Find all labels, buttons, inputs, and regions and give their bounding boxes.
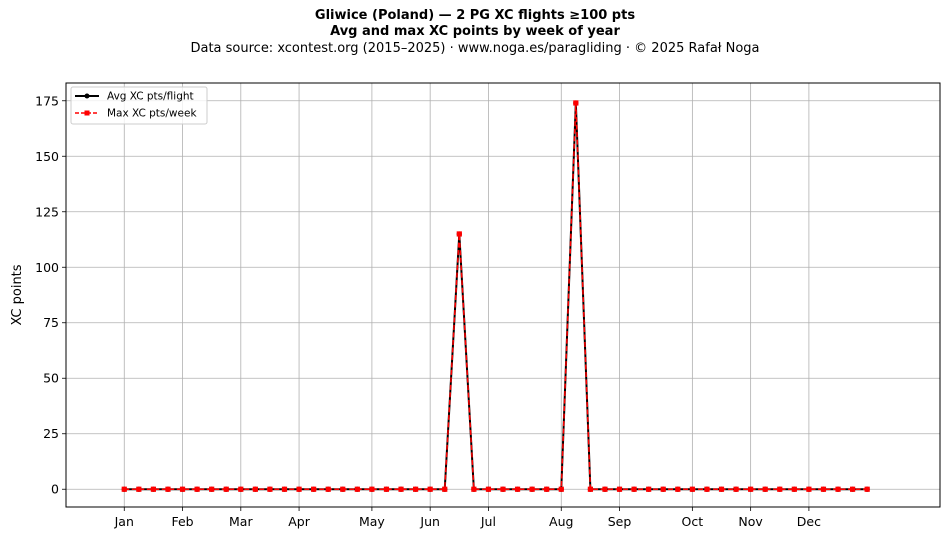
max-point: [340, 486, 346, 492]
x-tick-label: Mar: [229, 514, 253, 529]
chart-subtitle: Avg and max XC points by week of year: [330, 24, 620, 39]
max-point: [456, 231, 462, 237]
series-line-avg: [124, 101, 868, 491]
x-tick-label: Aug: [549, 514, 573, 529]
max-point: [121, 486, 127, 492]
max-point: [718, 486, 725, 492]
max-point: [762, 486, 768, 492]
y-tick-label: 25: [43, 426, 59, 441]
max-point: [616, 486, 623, 492]
plot-area-frame: [65, 82, 941, 508]
max-point: [675, 486, 681, 492]
data-series: [121, 100, 870, 492]
max-point: [529, 486, 535, 492]
x-tick-label: May: [359, 514, 385, 529]
max-point: [223, 486, 229, 492]
x-tick-label: Jun: [419, 514, 440, 529]
max-point: [631, 486, 637, 492]
max-point: [136, 486, 142, 492]
max-point: [398, 486, 404, 492]
y-tick-label: 125: [35, 204, 59, 219]
x-tick-label: Sep: [608, 514, 632, 529]
max-point: [544, 486, 550, 492]
legend-entry-max: Max XC pts/week: [75, 108, 197, 120]
data-source-note: Data source: xcontest.org (2015–2025) · …: [190, 41, 760, 56]
y-tick-label: 175: [35, 93, 59, 108]
series-line-max: [124, 102, 868, 490]
chart-title: Gliwice (Poland) — 2 PG XC flights ≥100 …: [314, 8, 636, 23]
legend-label-max: Max XC pts/week: [107, 108, 197, 120]
x-tick-label: Jul: [480, 514, 496, 529]
max-point: [587, 486, 593, 492]
max-point: [311, 486, 317, 492]
y-tick-label: 75: [43, 315, 59, 330]
max-point: [704, 486, 710, 492]
max-point: [864, 486, 870, 492]
max-point: [835, 486, 841, 492]
max-point: [281, 486, 288, 492]
max-point: [733, 486, 739, 492]
max-point: [442, 486, 448, 492]
legend-label-avg: Avg XC pts/flight: [107, 91, 194, 103]
max-point: [602, 486, 608, 492]
legend-entry-avg: Avg XC pts/flight: [75, 91, 194, 103]
x-tick-label: Feb: [171, 514, 193, 529]
max-point: [179, 486, 186, 492]
chart-titles: Gliwice (Poland) — 2 PG XC flights ≥100 …: [0, 8, 950, 58]
max-point: [267, 486, 273, 492]
max-point: [296, 486, 302, 492]
max-point: [748, 486, 754, 492]
max-point: [689, 486, 695, 492]
max-point: [427, 486, 433, 492]
max-point: [471, 486, 477, 492]
legend: Avg XC pts/flight Max XC pts/week: [70, 86, 208, 125]
max-point: [485, 486, 492, 492]
max-point: [238, 486, 244, 492]
x-tick-label: Dec: [797, 514, 821, 529]
x-tick-label: Apr: [288, 514, 310, 529]
max-point: [558, 486, 564, 492]
y-tick-label: 100: [35, 260, 59, 275]
x-tick-label: Nov: [738, 514, 763, 529]
max-point: [820, 486, 827, 492]
y-tick-label: 50: [43, 371, 59, 386]
max-point: [500, 486, 506, 492]
max-point: [354, 486, 360, 492]
legend-marker-avg: [84, 93, 90, 99]
max-point: [646, 486, 652, 492]
max-point: [165, 486, 171, 492]
max-point: [660, 486, 666, 492]
max-point: [514, 486, 521, 492]
y-axis-label: XC points: [10, 264, 25, 325]
max-point: [383, 486, 390, 492]
max-point: [209, 486, 215, 492]
y-tick-label: 0: [51, 482, 59, 497]
grid-lines: [66, 83, 940, 507]
max-point: [791, 486, 797, 492]
max-point: [252, 486, 258, 492]
axis-ticks: Jan Feb Mar Apr May Jun Jul Aug Sep Oct Nov Dec 0 25 5…: [35, 93, 821, 529]
x-tick-label: Jan: [114, 514, 134, 529]
max-point: [413, 486, 419, 492]
max-point: [369, 486, 375, 492]
max-point: [194, 486, 200, 492]
max-point: [850, 486, 856, 492]
x-tick-label: Oct: [682, 514, 704, 529]
max-point: [150, 486, 156, 492]
max-point: [325, 486, 331, 492]
legend-box: [70, 86, 208, 125]
y-tick-label: 150: [35, 149, 59, 164]
max-point: [806, 486, 812, 492]
legend-marker-max: [84, 110, 90, 116]
max-point: [573, 100, 579, 106]
max-point: [777, 486, 783, 492]
